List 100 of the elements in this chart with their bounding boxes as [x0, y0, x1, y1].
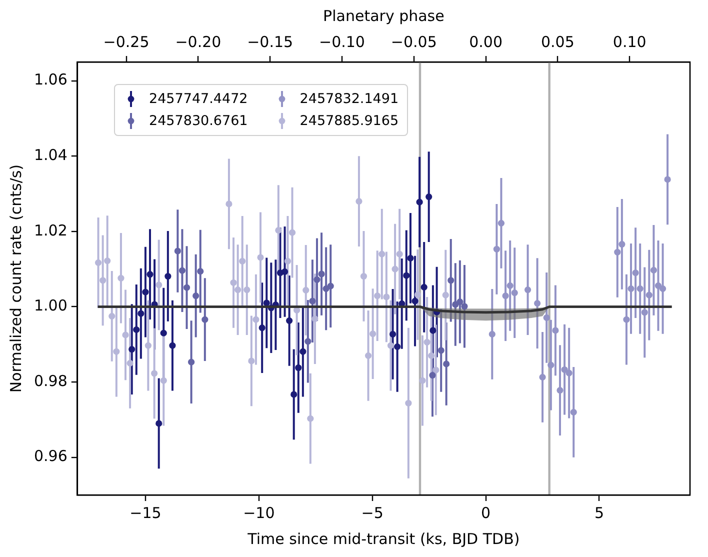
- point: [202, 316, 208, 323]
- point: [188, 358, 195, 366]
- point: [312, 315, 318, 322]
- point: [304, 338, 312, 345]
- point: [286, 317, 293, 324]
- point: [570, 408, 577, 416]
- point: [370, 330, 376, 338]
- point: [252, 316, 260, 323]
- point: [183, 284, 190, 291]
- point: [108, 312, 116, 320]
- point: [534, 300, 541, 307]
- point: [392, 266, 398, 272]
- point: [488, 330, 496, 338]
- point: [178, 267, 186, 274]
- point: [628, 285, 634, 292]
- point: [156, 420, 162, 427]
- x-tick-label: −5: [361, 504, 384, 522]
- point: [430, 327, 436, 334]
- legend-label: 2457830.6761: [149, 113, 248, 129]
- y-tick-label: 1.06: [34, 70, 68, 89]
- y-tick-label: 0.96: [34, 447, 68, 466]
- point: [556, 387, 564, 394]
- point: [234, 286, 242, 294]
- point: [438, 347, 444, 354]
- point: [396, 250, 403, 258]
- point: [275, 227, 282, 234]
- legend-label: 2457747.4472: [149, 91, 248, 107]
- point: [128, 346, 136, 353]
- point: [126, 360, 134, 367]
- point: [502, 292, 509, 300]
- point: [394, 343, 401, 350]
- x2-tick-label: 0.10: [612, 32, 646, 51]
- x2-tick-label: −0.25: [103, 32, 150, 51]
- point: [164, 272, 172, 280]
- x-tick-label: −10: [243, 504, 275, 522]
- y-tick-label: 1.02: [34, 221, 68, 240]
- point: [309, 298, 316, 304]
- point: [646, 292, 652, 298]
- point: [539, 374, 546, 380]
- legend-label: 2457832.1491: [300, 91, 399, 107]
- point: [461, 303, 468, 310]
- point: [100, 277, 106, 284]
- point: [290, 391, 298, 398]
- x-tick-label: 0: [481, 504, 491, 522]
- point: [226, 200, 232, 208]
- x2-axis-title: Planetary phase: [323, 6, 444, 25]
- point: [448, 277, 454, 284]
- point: [387, 342, 394, 349]
- x-tick-label: −15: [130, 504, 162, 522]
- point: [300, 348, 306, 355]
- point: [374, 292, 381, 300]
- point: [360, 272, 368, 280]
- point: [412, 298, 418, 304]
- point: [94, 259, 102, 266]
- point: [506, 282, 514, 289]
- point: [146, 271, 154, 278]
- point: [511, 290, 518, 296]
- point: [442, 292, 449, 298]
- point: [230, 279, 237, 286]
- point: [416, 198, 423, 206]
- point: [160, 330, 167, 336]
- point: [419, 377, 426, 384]
- point: [405, 400, 412, 406]
- point: [118, 274, 124, 282]
- point: [552, 327, 559, 334]
- point: [623, 316, 630, 323]
- point: [295, 364, 302, 372]
- x2-tick-label: −0.10: [319, 32, 365, 51]
- point: [364, 352, 372, 359]
- point: [414, 291, 422, 298]
- point: [636, 285, 644, 292]
- point: [493, 246, 500, 252]
- point: [104, 258, 111, 264]
- point: [641, 309, 648, 316]
- x-tick-label: 5: [594, 504, 604, 522]
- point: [151, 370, 158, 377]
- point: [632, 270, 639, 276]
- point: [160, 377, 167, 384]
- point: [407, 254, 414, 262]
- point: [456, 298, 464, 306]
- point: [138, 310, 144, 317]
- point: [524, 286, 532, 294]
- point: [257, 254, 264, 261]
- point: [426, 193, 432, 200]
- point: [420, 284, 428, 290]
- point: [356, 198, 362, 205]
- point: [113, 348, 120, 355]
- point: [548, 362, 554, 368]
- point: [263, 300, 270, 306]
- point: [566, 370, 572, 376]
- point: [327, 282, 334, 290]
- point: [142, 288, 149, 296]
- x-axis-title: Time since mid-transit (ks, BJD TDB): [246, 530, 520, 548]
- point: [618, 240, 626, 248]
- point: [144, 342, 152, 349]
- point: [429, 372, 436, 379]
- x2-tick-label: −0.20: [175, 32, 222, 51]
- point: [543, 314, 550, 321]
- point: [244, 286, 250, 294]
- point: [314, 276, 320, 283]
